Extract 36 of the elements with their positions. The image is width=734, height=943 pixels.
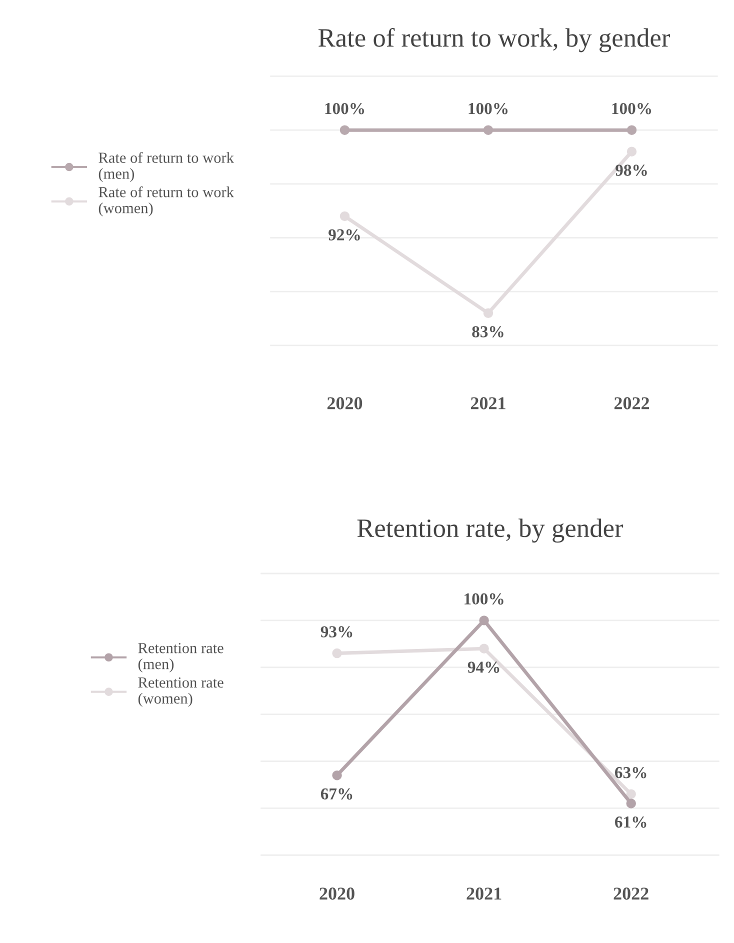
x-tick-label: 2020 xyxy=(320,888,354,900)
point xyxy=(479,616,489,626)
chart-title: Retention rate, by gender xyxy=(357,518,624,543)
x-tick-label: 2020 xyxy=(327,397,362,410)
legend-label: Rate of return to work (women) xyxy=(98,186,234,216)
x-tick-label: 2021 xyxy=(470,397,506,410)
legend-label: Retention rate (women) xyxy=(138,677,224,707)
point xyxy=(626,146,637,156)
point xyxy=(332,770,342,780)
point xyxy=(332,648,342,658)
legend-label: Rate of return to work (men) xyxy=(98,152,234,182)
point xyxy=(483,308,494,318)
point xyxy=(626,789,636,799)
point xyxy=(483,125,494,135)
data-label: 63% xyxy=(615,766,646,778)
data-label: 100% xyxy=(464,593,504,605)
point xyxy=(626,798,636,808)
point xyxy=(340,211,350,222)
data-label: 67% xyxy=(320,788,352,800)
point xyxy=(626,125,637,135)
chart-title: Rate of return to work, by gender xyxy=(318,28,670,52)
data-label: 100% xyxy=(468,102,508,114)
data-label: 100% xyxy=(325,102,364,114)
legend-label: Retention rate (men) xyxy=(138,642,224,672)
data-label: 93% xyxy=(320,626,352,638)
point xyxy=(479,644,489,654)
x-tick-label: 2022 xyxy=(614,888,648,900)
data-label: 83% xyxy=(472,326,504,338)
data-label: 61% xyxy=(615,816,646,828)
data-label: 98% xyxy=(616,164,647,176)
point xyxy=(340,125,350,135)
x-tick-label: 2021 xyxy=(466,888,502,900)
data-label: 100% xyxy=(612,102,652,114)
data-label: 94% xyxy=(468,662,500,673)
x-tick-label: 2022 xyxy=(614,397,650,410)
data-label: 92% xyxy=(328,229,360,241)
